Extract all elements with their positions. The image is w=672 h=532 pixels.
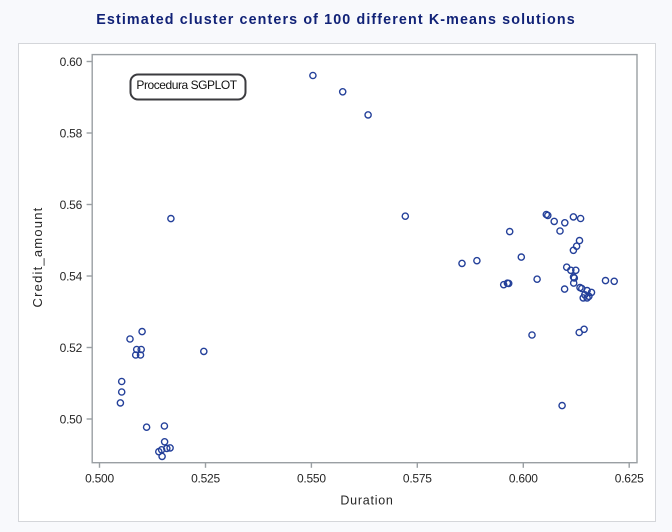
svg-text:0.525: 0.525 xyxy=(191,472,220,486)
svg-text:Credit_amount: Credit_amount xyxy=(30,207,45,308)
svg-text:0.625: 0.625 xyxy=(615,472,644,486)
svg-text:Procedura SGPLOT: Procedura SGPLOT xyxy=(136,78,237,92)
svg-text:0.500: 0.500 xyxy=(85,472,114,486)
svg-text:0.50: 0.50 xyxy=(60,412,83,426)
svg-text:0.575: 0.575 xyxy=(403,472,432,486)
svg-text:0.60: 0.60 xyxy=(60,55,83,69)
svg-text:0.52: 0.52 xyxy=(60,341,83,355)
svg-text:0.550: 0.550 xyxy=(297,472,326,486)
svg-text:Estimated cluster centers of 1: Estimated cluster centers of 100 differe… xyxy=(96,12,576,28)
svg-text:0.58: 0.58 xyxy=(60,126,83,140)
svg-text:0.54: 0.54 xyxy=(60,269,83,283)
svg-text:0.600: 0.600 xyxy=(509,472,538,486)
svg-text:0.56: 0.56 xyxy=(60,198,83,212)
svg-text:Duration: Duration xyxy=(340,494,393,508)
